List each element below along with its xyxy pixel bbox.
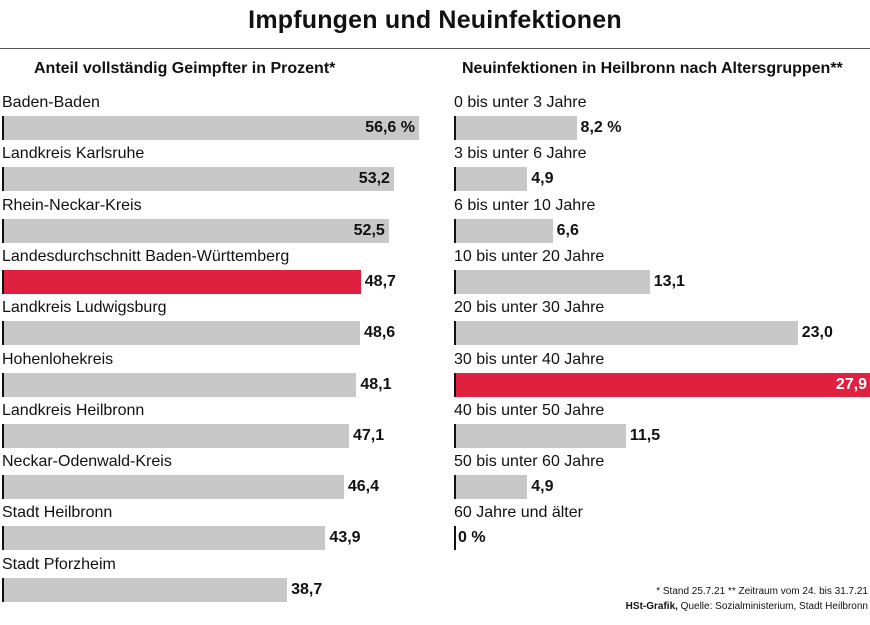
infections-category-label: 10 bis unter 20 Jahre — [454, 247, 605, 265]
infections-bar — [456, 269, 650, 294]
footnote-credit: HSt-Grafik, Quelle: Sozialministerium, S… — [626, 601, 868, 612]
footnote-dates: * Stand 25.7.21 ** Zeitraum vom 24. bis … — [656, 586, 868, 597]
vaccination-category-label: Baden-Baden — [2, 94, 100, 111]
infections-category-label: 0 bis unter 3 Jahre — [454, 94, 587, 111]
infections-value-label: 23,0 — [801, 324, 833, 342]
infections-value-label: 4,9 — [531, 478, 554, 496]
infections-value-label: 8,2 % — [580, 119, 622, 136]
vaccination-bar — [4, 167, 394, 192]
infections-bar-baseline — [454, 475, 456, 500]
vaccination-bar-baseline — [2, 218, 4, 243]
infections-category-label: 30 bis unter 40 Jahre — [454, 350, 605, 368]
infections-bar-baseline — [454, 372, 456, 397]
infections-category-label: 50 bis unter 60 Jahre — [454, 453, 605, 471]
vaccination-bar — [4, 372, 357, 397]
infections-bar — [456, 218, 553, 243]
vaccination-bar — [4, 269, 361, 294]
vaccination-category-label: Neckar-Odenwald-Kreis — [2, 453, 172, 471]
infections-bar-baseline — [454, 218, 456, 243]
vaccination-category-label: Stadt Pforzheim — [2, 555, 116, 573]
infections-bar-baseline — [454, 167, 456, 192]
infections-value-label: 11,5 — [629, 426, 661, 444]
infections-category-label: 6 bis unter 10 Jahre — [454, 196, 596, 214]
infections-chart: Neuinfektionen in Heilbronn nach Altersg… — [450, 0, 870, 625]
infections-category-label: 40 bis unter 50 Jahre — [454, 401, 605, 419]
vaccination-category-label: Landesdurchschnitt Baden-Württemberg — [2, 247, 290, 265]
vaccination-value-label: 48,6 — [364, 324, 396, 342]
vaccination-bar-baseline — [2, 116, 4, 140]
vaccination-chart: Anteil vollständig Geimpfter in Prozent*… — [0, 0, 430, 625]
vaccination-value-label: 43,9 — [329, 529, 361, 547]
infections-bar — [456, 475, 528, 500]
vaccination-category-label: Landkreis Heilbronn — [2, 401, 145, 419]
vaccination-bar-baseline — [2, 167, 4, 192]
infections-bar-baseline — [454, 116, 456, 140]
infections-bar-baseline — [454, 269, 456, 294]
vaccination-chart-title: Anteil vollständig Geimpfter in Prozent* — [34, 60, 336, 77]
infections-category-label: 3 bis unter 6 Jahre — [454, 145, 587, 163]
vaccination-value-label: 48,7 — [364, 272, 396, 290]
infections-category-label: 20 bis unter 30 Jahre — [454, 299, 605, 317]
credit-label: HSt-Grafik, — [625, 601, 678, 612]
infections-bar — [456, 321, 798, 346]
vaccination-bar-baseline — [2, 526, 4, 551]
infections-bar — [456, 116, 577, 140]
vaccination-value-label: 53,2 — [358, 170, 390, 188]
vaccination-value-label: 48,1 — [360, 375, 392, 393]
vaccination-value-label: 47,1 — [353, 426, 385, 444]
infections-category-label: 60 Jahre und älter — [454, 504, 583, 522]
vaccination-category-label: Hohenlohekreis — [2, 350, 114, 368]
infections-bar — [456, 372, 870, 397]
infections-bar-baseline — [454, 423, 456, 448]
infections-value-label: 27,9 — [835, 375, 867, 393]
vaccination-category-label: Landkreis Ludwigsburg — [2, 299, 167, 317]
infections-bar-baseline — [454, 526, 456, 551]
vaccination-bar — [4, 526, 326, 551]
infections-value-label: 0 % — [458, 529, 486, 547]
vaccination-category-label: Stadt Heilbronn — [2, 504, 113, 522]
vaccination-bar — [4, 577, 288, 602]
infections-chart-title: Neuinfektionen in Heilbronn nach Altersg… — [462, 60, 843, 77]
infections-bar — [456, 423, 626, 448]
vaccination-value-label: 38,7 — [291, 580, 323, 598]
vaccination-bar-baseline — [2, 475, 4, 500]
vaccination-value-label: 46,4 — [347, 478, 379, 496]
vaccination-value-label: 56,6 % — [365, 119, 415, 136]
vaccination-bar — [4, 423, 349, 448]
vaccination-bar-baseline — [2, 577, 4, 602]
infections-value-label: 6,6 — [556, 221, 579, 239]
infections-bar-baseline — [454, 321, 456, 346]
title-divider — [0, 48, 870, 49]
vaccination-bar — [4, 116, 419, 140]
vaccination-bar-baseline — [2, 321, 4, 346]
vaccination-category-label: Rhein-Neckar-Kreis — [2, 196, 142, 214]
vaccination-category-label: Landkreis Karlsruhe — [2, 145, 145, 163]
credit-source: Quelle: Sozialministerium, Stadt Heilbro… — [677, 601, 868, 612]
vaccination-bar — [4, 475, 344, 500]
vaccination-bar — [4, 321, 361, 346]
vaccination-bar-baseline — [2, 423, 4, 448]
chart-title: Impfungen und Neuinfektionen — [248, 6, 622, 34]
vaccination-bar — [4, 218, 389, 243]
infections-bar — [456, 167, 528, 192]
vaccination-value-label: 52,5 — [353, 221, 385, 239]
vaccination-bar-baseline — [2, 269, 4, 294]
infections-value-label: 4,9 — [531, 170, 554, 188]
vaccination-bar-baseline — [2, 372, 4, 397]
infections-value-label: 13,1 — [653, 272, 685, 290]
